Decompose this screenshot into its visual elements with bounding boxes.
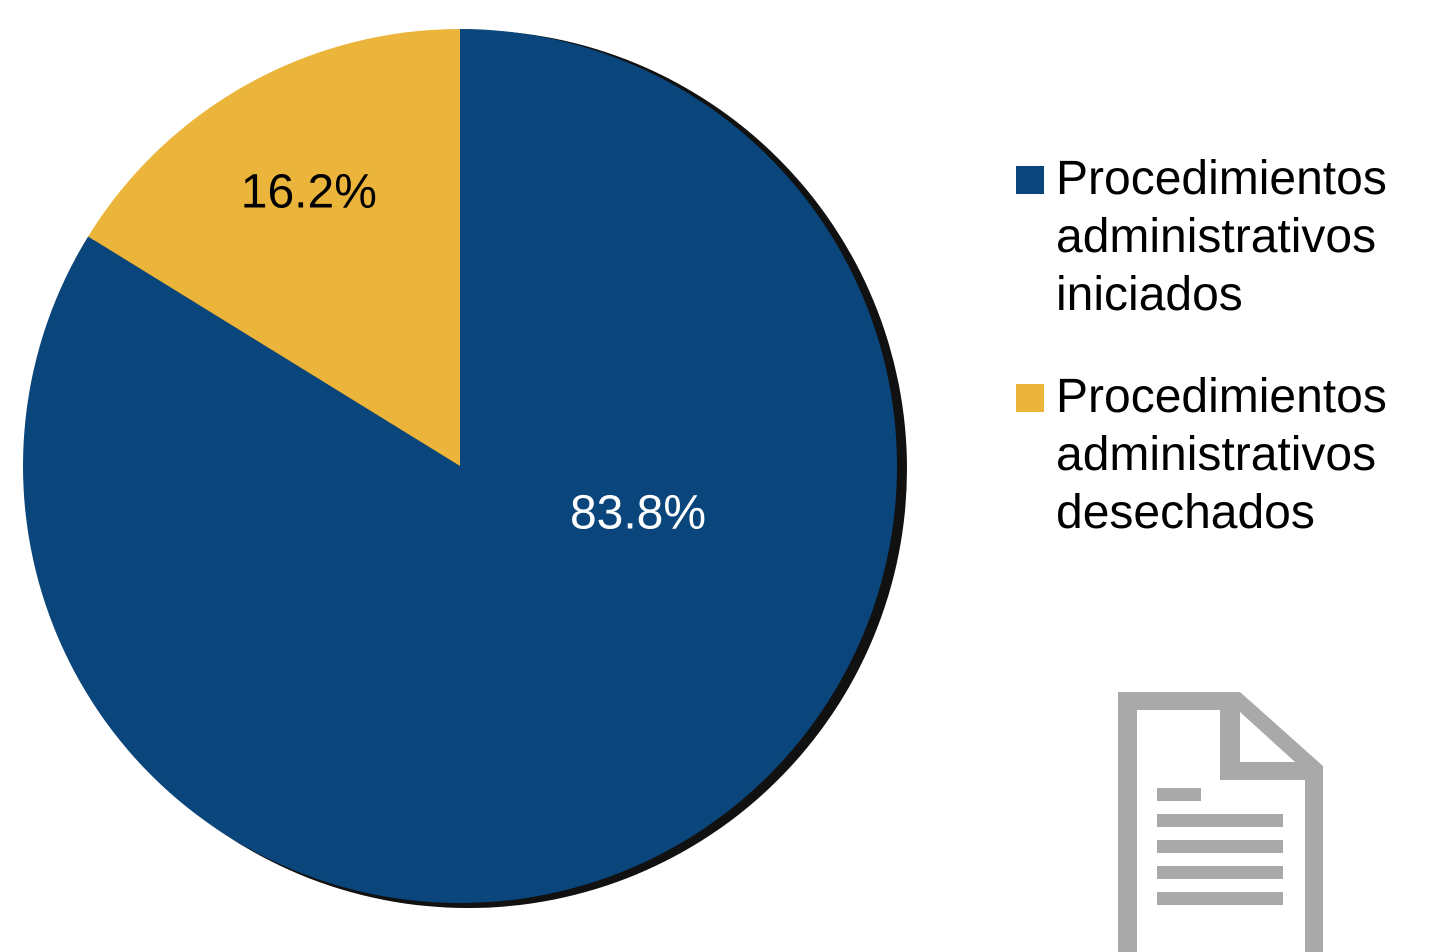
document-line — [1157, 840, 1283, 853]
document-line — [1157, 814, 1283, 827]
pie-label-iniciados: 83.8% — [570, 487, 706, 540]
legend-label-desechados: Procedimientos administrativos desechado… — [1056, 368, 1387, 542]
legend-label-iniciados: Procedimientos administrativos iniciados — [1056, 150, 1387, 324]
legend-item-iniciados: Procedimientos administrativos iniciados — [1016, 150, 1426, 324]
legend-item-desechados: Procedimientos administrativos desechado… — [1016, 368, 1426, 542]
chart-legend: Procedimientos administrativos iniciados… — [1016, 150, 1426, 586]
pie-label-desechados: 16.2% — [241, 166, 377, 219]
document-icon — [1118, 692, 1323, 952]
document-line — [1157, 788, 1201, 801]
document-line — [1157, 892, 1283, 905]
legend-swatch-desechados — [1016, 384, 1044, 412]
document-line — [1157, 866, 1283, 879]
legend-swatch-iniciados — [1016, 166, 1044, 194]
